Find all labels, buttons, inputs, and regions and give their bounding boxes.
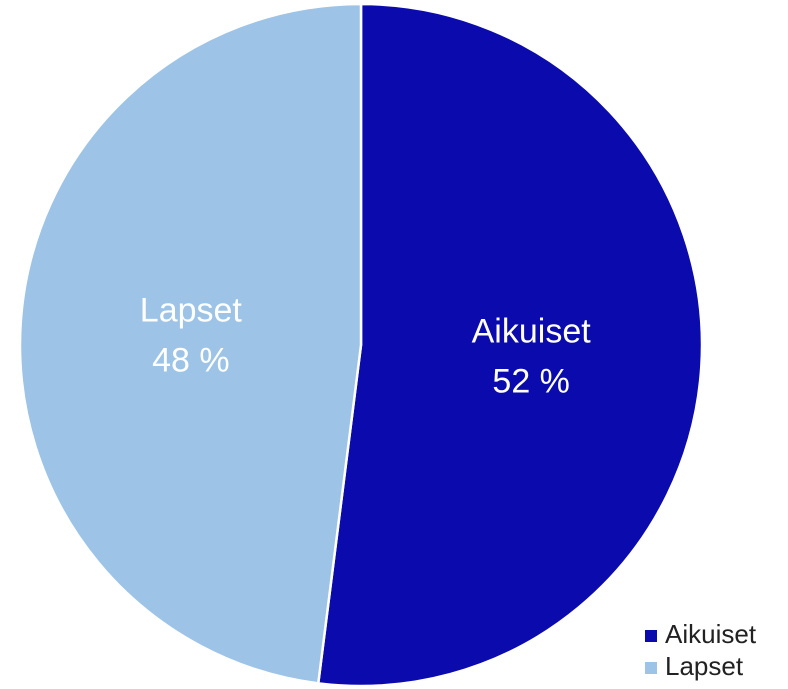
slice-value-label: 48 % [152, 341, 230, 379]
legend-swatch [645, 662, 657, 674]
pie-slice [18, 2, 363, 685]
legend-label: Lapset [665, 651, 744, 681]
legend-swatch [645, 630, 657, 642]
slice-value-label: 52 % [492, 363, 570, 401]
legend-label: Aikuiset [665, 619, 757, 649]
slice-category-label: Lapset [140, 291, 243, 329]
pie-slice [316, 2, 704, 688]
slice-category-label: Aikuiset [472, 313, 592, 351]
